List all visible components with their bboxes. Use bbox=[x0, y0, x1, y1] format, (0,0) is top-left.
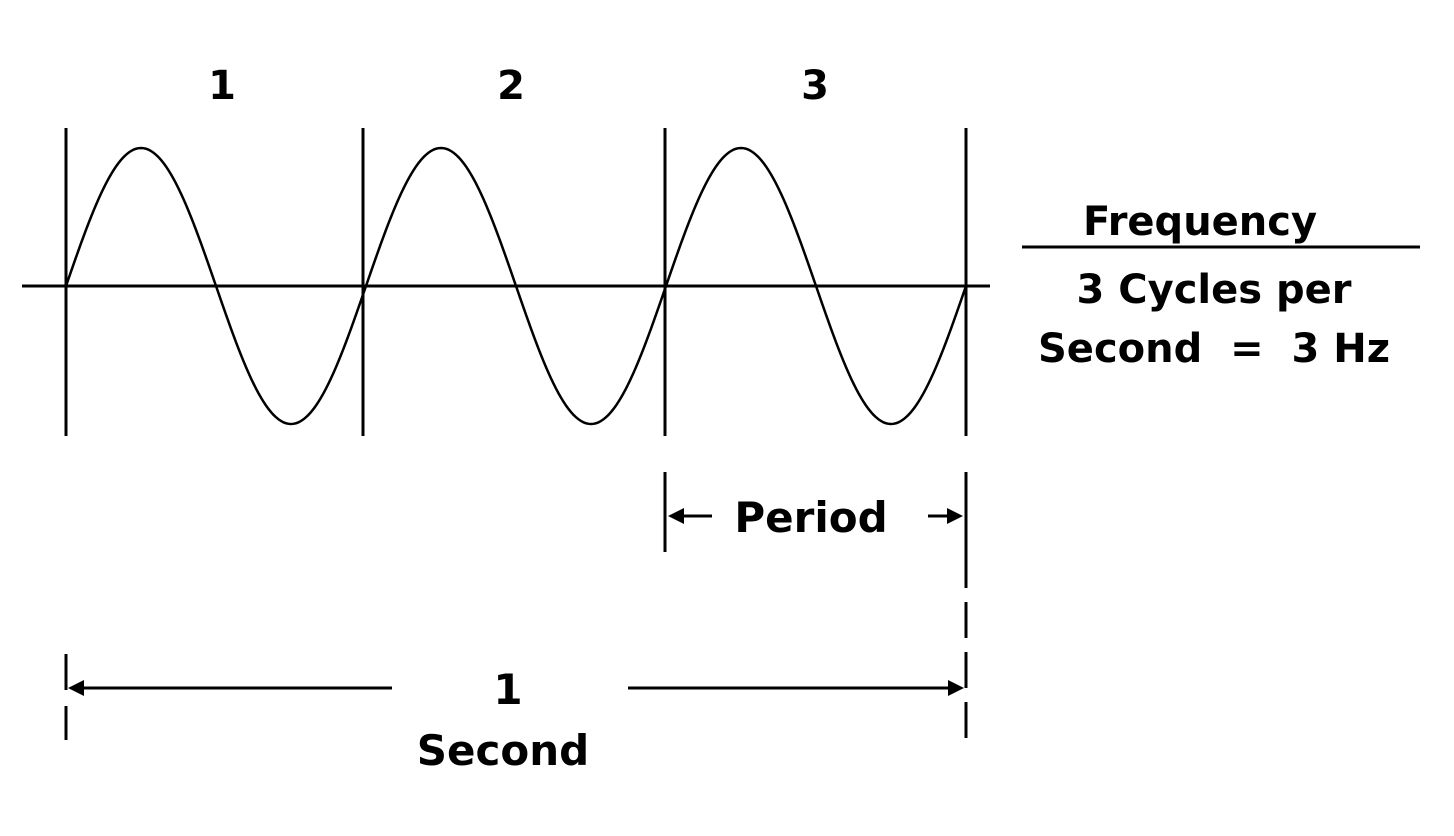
period-label: Period bbox=[734, 493, 887, 542]
cycle-label-1: 1 bbox=[208, 63, 236, 109]
sine-wave bbox=[64, 146, 968, 426]
duration-unit: Second bbox=[417, 726, 589, 775]
duration-number: 1 bbox=[493, 665, 522, 714]
frequency-line-1: 3 Cycles per bbox=[1077, 267, 1352, 313]
period-arrow-right-head bbox=[947, 508, 963, 524]
cycle-label-3: 3 bbox=[801, 63, 829, 109]
second-arrow-right-head bbox=[948, 680, 964, 696]
cycle-label-2: 2 bbox=[497, 63, 525, 109]
period-arrow-left-head bbox=[668, 508, 684, 524]
frequency-line-2: Second = 3 Hz bbox=[1038, 326, 1390, 372]
frequency-heading: Frequency bbox=[1083, 199, 1317, 245]
second-arrow-left-head bbox=[68, 680, 84, 696]
